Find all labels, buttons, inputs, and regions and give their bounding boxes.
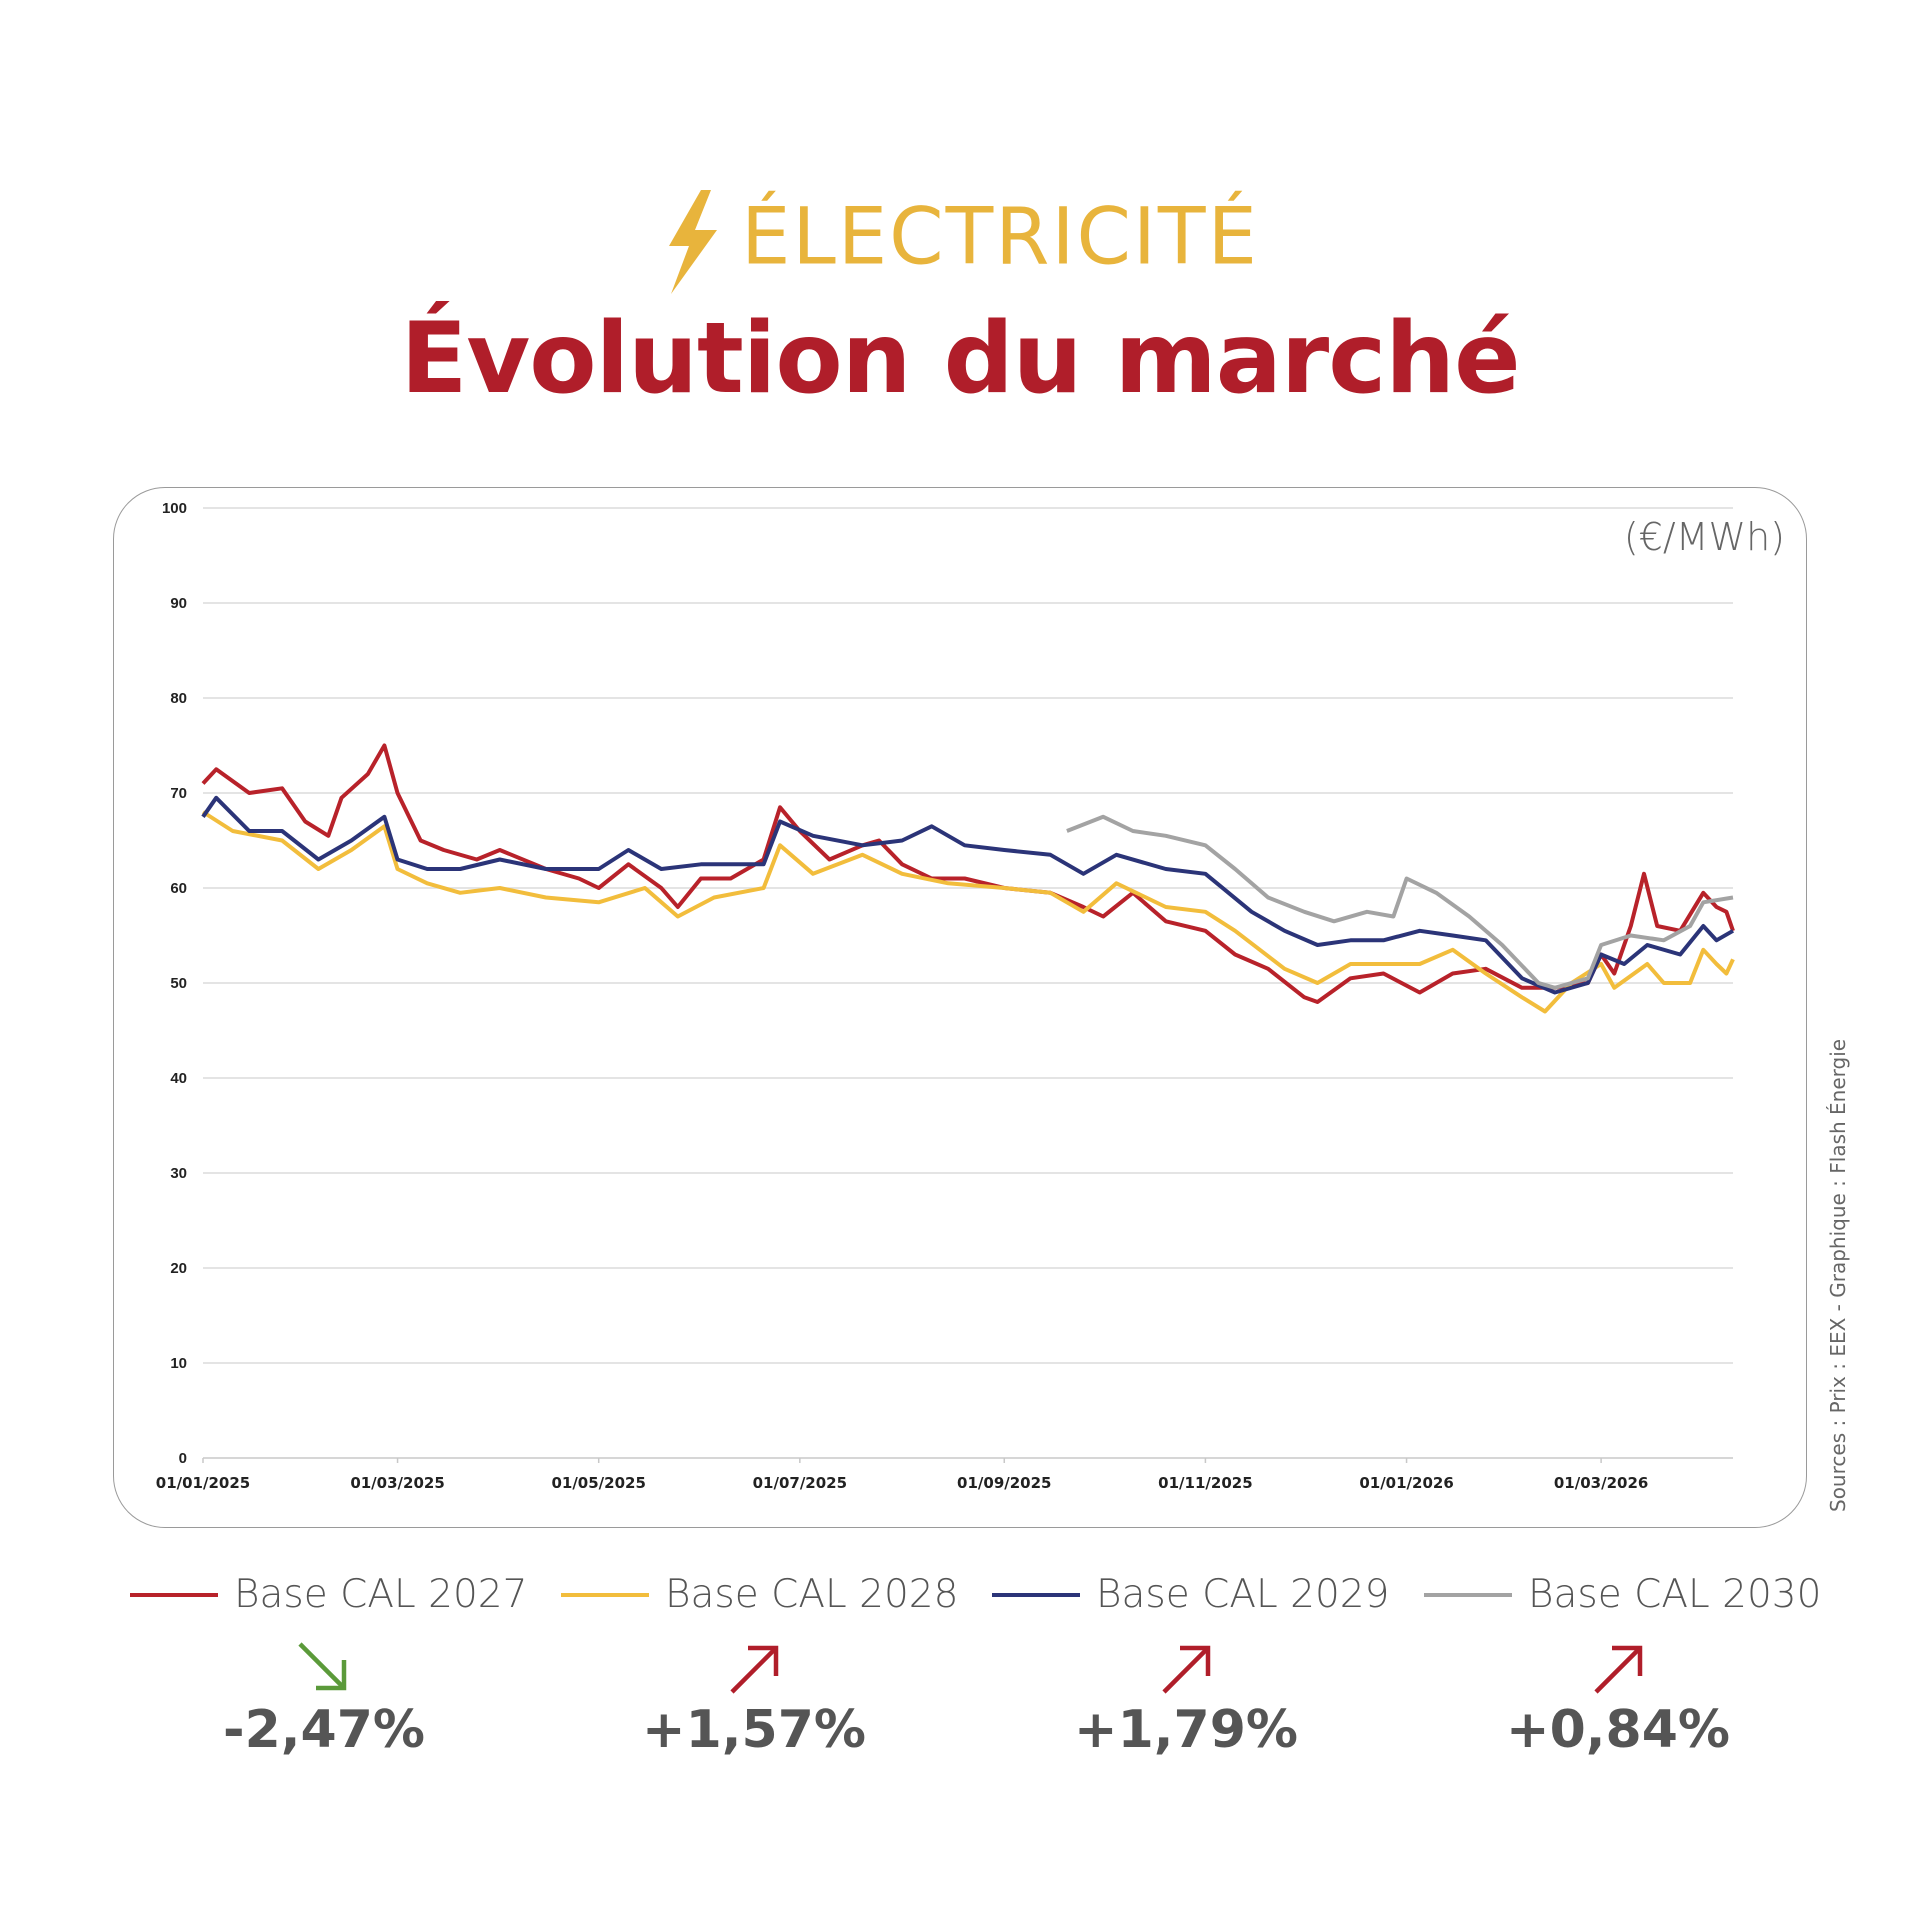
x-tick-label: 01/11/2025 xyxy=(1158,1474,1252,1492)
kicker-text: ÉLECTRICITÉ xyxy=(741,192,1259,283)
series-line-base-cal-2029 xyxy=(201,795,1734,995)
y-tick-label: 100 xyxy=(162,500,187,517)
legend-item-cal-2028: Base CAL 2028 xyxy=(561,1572,958,1617)
x-tick-label: 01/01/2026 xyxy=(1359,1474,1453,1492)
legend-item-cal-2030: Base CAL 2030 xyxy=(1424,1572,1821,1617)
section-kicker: ÉLECTRICITÉ xyxy=(0,190,1920,294)
x-tick-label: 01/03/2026 xyxy=(1554,1474,1648,1492)
arrow-down-right-icon xyxy=(298,1642,347,1691)
page-title: Évolution du marché xyxy=(400,302,1520,416)
legend-item-cal-2029: Base CAL 2029 xyxy=(992,1572,1389,1617)
legend-swatch xyxy=(1424,1592,1512,1597)
y-tick-label: 0 xyxy=(179,1450,187,1467)
y-tick-label: 50 xyxy=(170,975,187,992)
change-cal-2028: +1,57% xyxy=(642,1700,866,1760)
arrow-up-right-icon xyxy=(730,1645,779,1694)
legend-item-cal-2027: Base CAL 2027 xyxy=(130,1572,527,1617)
legend-label: Base CAL 2028 xyxy=(665,1572,959,1617)
y-tick-label: 80 xyxy=(170,690,187,707)
y-tick-label: 20 xyxy=(170,1260,187,1277)
change-cal-2030: +0,84% xyxy=(1506,1700,1730,1760)
legend-swatch xyxy=(992,1592,1080,1597)
y-tick-label: 60 xyxy=(170,880,187,897)
y-tick-label: 10 xyxy=(170,1355,187,1372)
legend-label: Base CAL 2030 xyxy=(1528,1572,1822,1617)
y-tick-label: 40 xyxy=(170,1070,187,1087)
x-tick-label: 01/09/2025 xyxy=(957,1474,1051,1492)
x-tick-label: 01/03/2025 xyxy=(350,1474,444,1492)
series-line-base-cal-2027 xyxy=(201,743,1735,1004)
change-cal-2027: -2,47% xyxy=(223,1700,425,1760)
lightning-bolt-icon xyxy=(669,190,718,294)
line-chart: 0 10 20 30 40 50 60 70 80 90 100 01/01/2025 01/03/20… xyxy=(156,500,1735,1492)
x-tick-label: 01/05/2025 xyxy=(551,1474,645,1492)
legend-swatch xyxy=(130,1592,218,1597)
arrow-up-right-icon xyxy=(1162,1645,1211,1694)
change-cal-2029: +1,79% xyxy=(1074,1700,1298,1760)
arrow-up-right-icon xyxy=(1594,1645,1643,1694)
legend-label: Base CAL 2027 xyxy=(234,1572,528,1617)
y-tick-label: 30 xyxy=(170,1165,187,1182)
source-credit: Sources : Prix : EEX - Graphique : Flash… xyxy=(1826,1038,1850,1512)
y-tick-label: 90 xyxy=(170,595,187,612)
x-tick-label: 01/01/2025 xyxy=(156,1474,250,1492)
legend-label: Base CAL 2029 xyxy=(1096,1572,1390,1617)
chart-frame xyxy=(113,487,1807,1528)
series-line-base-cal-2028 xyxy=(201,810,1735,1014)
series-line-base-cal-2030 xyxy=(1066,814,1734,990)
y-tick-label: 70 xyxy=(170,785,187,802)
legend-swatch xyxy=(561,1592,649,1597)
x-tick-label: 01/07/2025 xyxy=(753,1474,847,1492)
y-axis-unit: (€/MWh) xyxy=(1623,515,1785,559)
